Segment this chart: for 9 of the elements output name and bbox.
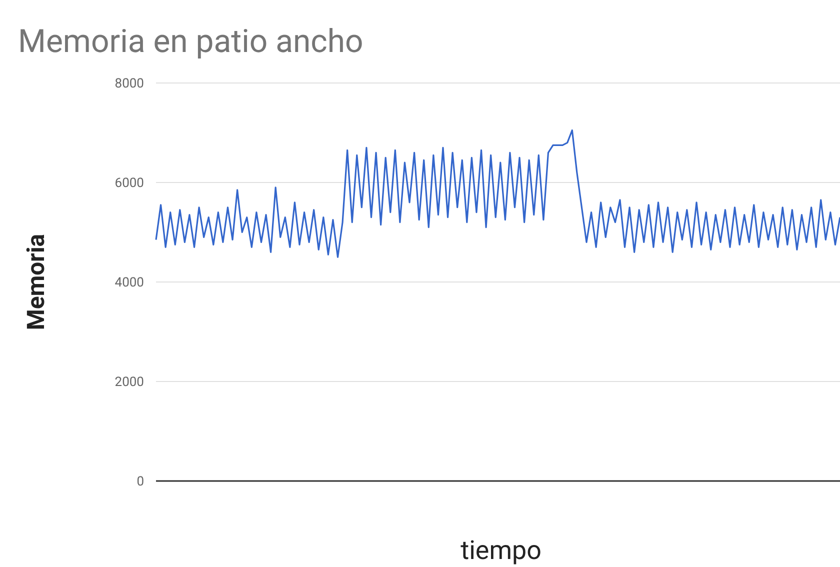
y-tick-label: 6000 bbox=[114, 176, 144, 192]
x-axis-title: tiempo bbox=[460, 536, 542, 566]
chart-title: Memoria en patio ancho bbox=[18, 22, 364, 60]
y-tick-label: 4000 bbox=[114, 276, 144, 291]
y-axis-title: Memoria bbox=[22, 234, 50, 330]
y-tick-label: 2000 bbox=[114, 375, 144, 390]
line-series bbox=[155, 129, 840, 258]
y-tick-label: 8000 bbox=[114, 76, 144, 92]
y-tick-label: 0 bbox=[136, 474, 144, 490]
